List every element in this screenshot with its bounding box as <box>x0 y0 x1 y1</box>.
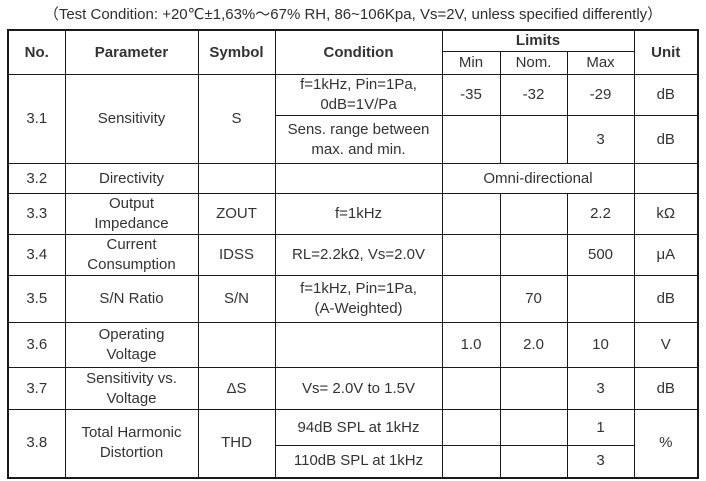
cell-max <box>566 275 635 323</box>
table-row: Sens. range between max. and min. 3 dB <box>8 115 699 164</box>
cell-nom: -32 <box>499 74 568 116</box>
cell-parameter: Output Impedance <box>64 193 199 235</box>
cell-max: 10 <box>566 322 635 368</box>
cell-min: -35 <box>441 74 501 116</box>
header-no: No. <box>7 29 66 75</box>
cell-condition: 94dB SPL at 1kHz <box>274 409 443 446</box>
cell-condition: f=1kHz, Pin=1Pa, 0dB=1V/Pa <box>274 74 443 116</box>
cell-unit: % <box>633 409 699 478</box>
cell-nom <box>499 409 568 446</box>
cell-condition <box>274 322 443 368</box>
cell-min <box>441 409 501 446</box>
cell-condition: 110dB SPL at 1kHz <box>274 445 443 478</box>
cell-max: 500 <box>566 234 635 276</box>
table-row: 110dB SPL at 1kHz 3 <box>8 445 698 478</box>
table-row: 3.8 Total Harmonic Distortion THD 94dB S… <box>7 409 699 478</box>
header-max: Max <box>566 51 635 75</box>
cell-parameter: Current Consumption <box>64 234 199 276</box>
cell-max: -29 <box>566 74 635 116</box>
cell-max: 3 <box>566 367 635 410</box>
cell-min <box>441 234 501 276</box>
cell-parameter: Total Harmonic Distortion <box>64 409 199 478</box>
header-parameter: Parameter <box>64 29 199 75</box>
cell-max: 3 <box>566 445 635 478</box>
table-row: 3.3 Output Impedance ZOUT f=1kHz 2.2 kΩ <box>7 193 699 235</box>
cell-symbol: S/N <box>197 275 276 323</box>
cell-unit: dB <box>633 74 699 116</box>
cell-unit: dB <box>633 275 699 323</box>
table-header-row: No. Parameter Symbol Condition Limits Un… <box>7 29 699 75</box>
cell-parameter: Operating Voltage <box>64 322 199 368</box>
cell-symbol: ΔS <box>197 367 276 410</box>
cell-no: 3.2 <box>7 163 66 194</box>
header-condition: Condition <box>274 29 443 75</box>
cell-nom <box>499 234 568 276</box>
header-limits: Limits <box>441 29 635 52</box>
cell-unit: V <box>633 322 699 368</box>
cell-parameter: S/N Ratio <box>64 275 199 323</box>
cell-no: 3.4 <box>7 234 66 276</box>
cell-nom: 70 <box>499 275 568 323</box>
cell-symbol <box>197 163 276 194</box>
cell-unit: dB <box>633 115 699 164</box>
cell-symbol <box>197 322 276 368</box>
cell-unit <box>633 163 699 194</box>
cell-max: 1 <box>566 409 635 446</box>
cell-unit: kΩ <box>633 193 699 235</box>
cell-no: 3.8 <box>7 409 66 478</box>
cell-condition: f=1kHz, Pin=1Pa, (A-Weighted) <box>274 275 443 323</box>
cell-min: 1.0 <box>441 322 501 368</box>
cell-symbol: THD <box>197 409 276 478</box>
cell-condition: RL=2.2kΩ, Vs=2.0V <box>274 234 443 276</box>
cell-nom <box>499 445 568 478</box>
cell-nom: 2.0 <box>499 322 568 368</box>
cell-nom <box>499 115 568 164</box>
cell-unit: dB <box>633 367 699 410</box>
cell-symbol: IDSS <box>197 234 276 276</box>
cell-min <box>441 193 501 235</box>
header-symbol: Symbol <box>197 29 276 75</box>
header-nom: Nom. <box>499 51 568 75</box>
cell-condition: f=1kHz <box>274 193 443 235</box>
cell-nom <box>499 367 568 410</box>
cell-condition <box>274 163 443 194</box>
cell-nom <box>499 193 568 235</box>
table-row: 3.4 Current Consumption IDSS RL=2.2kΩ, V… <box>7 234 699 276</box>
cell-no: 3.1 <box>7 74 66 164</box>
cell-condition: Vs= 2.0V to 1.5V <box>274 367 443 410</box>
table-row: 3.5 S/N Ratio S/N f=1kHz, Pin=1Pa, (A-We… <box>7 275 699 323</box>
header-unit: Unit <box>633 29 699 75</box>
cell-max: 3 <box>566 115 635 164</box>
cell-no: 3.5 <box>7 275 66 323</box>
table-row: 3.1 Sensitivity S f=1kHz, Pin=1Pa, 0dB=1… <box>7 74 699 164</box>
cell-condition: Sens. range between max. and min. <box>274 115 443 164</box>
cell-parameter: Directivity <box>64 163 199 194</box>
header-min: Min <box>441 51 501 75</box>
cell-min <box>441 275 501 323</box>
cell-max: 2.2 <box>566 193 635 235</box>
cell-no: 3.3 <box>7 193 66 235</box>
cell-min <box>441 367 501 410</box>
cell-min <box>441 445 501 478</box>
cell-min <box>441 115 501 164</box>
table-row: 3.6 Operating Voltage 1.0 2.0 10 V <box>7 322 699 368</box>
cell-no: 3.6 <box>7 322 66 368</box>
test-condition-caption: （Test Condition: +20℃±1,63%～67% RH, 86~1… <box>43 6 663 23</box>
table-row: 3.2 Directivity Omni-directional <box>7 163 699 194</box>
table-subheader-row: Min Nom. Max <box>8 51 698 75</box>
table-row: 3.7 Sensitivity vs. Voltage ΔS Vs= 2.0V … <box>7 367 699 410</box>
cell-parameter: Sensitivity <box>64 74 199 164</box>
spec-table: No. Parameter Symbol Condition Limits Un… <box>7 29 700 479</box>
cell-symbol: S <box>197 74 276 164</box>
cell-parameter: Sensitivity vs. Voltage <box>64 367 199 410</box>
cell-limits-merged: Omni-directional <box>441 163 635 194</box>
cell-symbol: ZOUT <box>197 193 276 235</box>
cell-unit: μA <box>633 234 699 276</box>
cell-no: 3.7 <box>7 367 66 410</box>
